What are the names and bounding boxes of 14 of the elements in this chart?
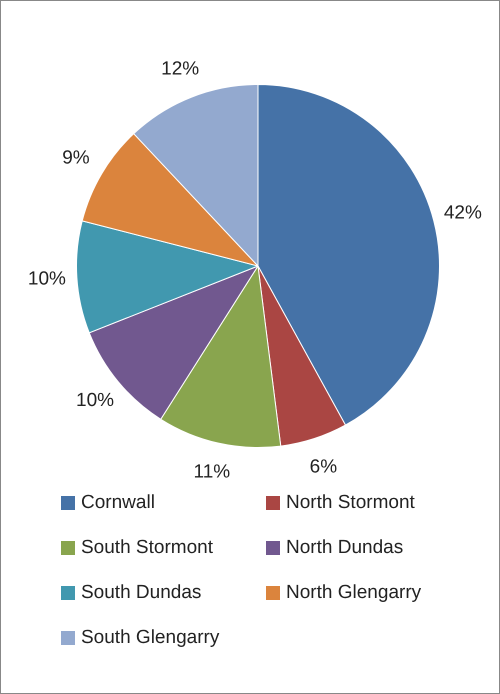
legend-label: South Stormont (81, 537, 214, 559)
data-label: 42% (444, 202, 482, 224)
legend-label: South Dundas (81, 582, 202, 604)
data-label: 10% (76, 390, 114, 412)
data-label: 9% (62, 148, 90, 169)
legend-label: North Dundas (286, 537, 404, 559)
data-label: 10% (28, 268, 66, 290)
data-label: 12% (161, 58, 200, 80)
data-label: 6% (310, 456, 338, 478)
data-label: 11% (194, 462, 230, 483)
legend-label: Cornwall (81, 492, 155, 514)
legend-label: North Stormont (286, 492, 415, 514)
legend-label: North Glengarry (286, 582, 422, 604)
legend-label: South Glengarry (81, 627, 220, 649)
